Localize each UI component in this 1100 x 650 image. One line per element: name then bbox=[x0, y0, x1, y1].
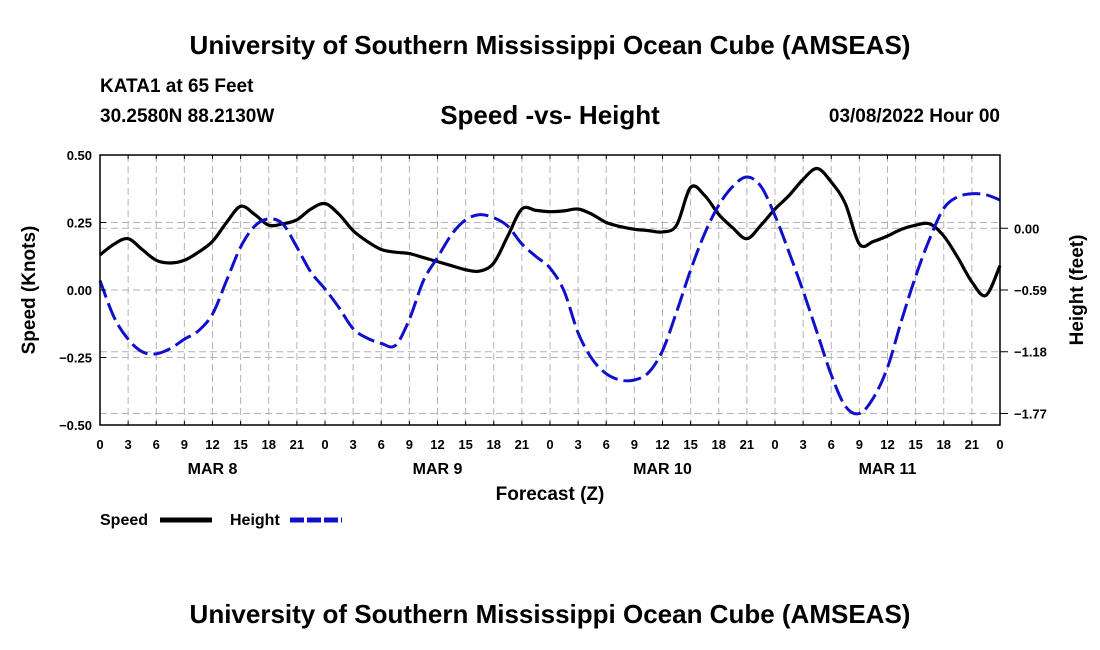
y-tick-label: −0.25 bbox=[59, 351, 92, 366]
x-tick-label: 18 bbox=[712, 437, 726, 452]
x-tick-label: 21 bbox=[290, 437, 304, 452]
x-tick-label: 0 bbox=[771, 437, 778, 452]
chart-subtitle: Speed -vs- Height bbox=[440, 100, 660, 130]
x-tick-label: 21 bbox=[965, 437, 979, 452]
y-tick-label: 0.00 bbox=[67, 283, 92, 298]
x-axis-label: Forecast (Z) bbox=[496, 484, 605, 505]
x-tick-label: 18 bbox=[262, 437, 276, 452]
legend-speed-label: Speed bbox=[100, 512, 148, 529]
y2-tick-label: 0.00 bbox=[1014, 221, 1039, 236]
x-tick-label: 6 bbox=[828, 437, 835, 452]
x-tick-label: 12 bbox=[430, 437, 444, 452]
x-tick-label: 3 bbox=[125, 437, 132, 452]
x-tick-label: 9 bbox=[631, 437, 638, 452]
footer-title: University of Southern Mississippi Ocean… bbox=[189, 599, 911, 629]
x-tick-label: 0 bbox=[321, 437, 328, 452]
x-tick-label: 6 bbox=[378, 437, 385, 452]
y-axis-label: Speed (Knots) bbox=[19, 226, 40, 355]
y2-tick-label: −1.77 bbox=[1014, 406, 1047, 421]
x-tick-label: 15 bbox=[683, 437, 697, 452]
grid bbox=[100, 155, 1000, 425]
series-lines bbox=[98, 166, 1002, 416]
x-tick-label: 0 bbox=[96, 437, 103, 452]
x-tick-label: 3 bbox=[800, 437, 807, 452]
x-tick-label: 12 bbox=[205, 437, 219, 452]
tick-labels: 0 3 6 9 12 15 18 21 0 3 6 9 12 15 18 21 0 3 6 9 12 15 18 21 0 3 6 9… bbox=[59, 148, 1047, 478]
x-tick-label: 12 bbox=[655, 437, 669, 452]
main-title: University of Southern Mississippi Ocean… bbox=[189, 30, 911, 60]
x-tick-label: 12 bbox=[880, 437, 894, 452]
y-tick-label: −0.50 bbox=[59, 418, 92, 433]
x-tick-label: 3 bbox=[350, 437, 357, 452]
x-tick-label: 0 bbox=[996, 437, 1003, 452]
day-label: MAR 10 bbox=[633, 461, 692, 478]
x-tick-label: 9 bbox=[406, 437, 413, 452]
x-tick-label: 15 bbox=[458, 437, 472, 452]
legend-height-label: Height bbox=[230, 512, 280, 529]
series-line-speed bbox=[99, 166, 1002, 298]
x-tick-label: 9 bbox=[856, 437, 863, 452]
day-label: MAR 9 bbox=[413, 461, 463, 478]
y2-tick-label: −1.18 bbox=[1014, 345, 1047, 360]
y2-tick-label: −0.59 bbox=[1014, 283, 1047, 298]
y-tick-label: 0.25 bbox=[67, 216, 92, 231]
x-tick-label: 6 bbox=[603, 437, 610, 452]
forecast-datetime: 03/08/2022 Hour 00 bbox=[828, 106, 1000, 127]
x-tick-label: 3 bbox=[575, 437, 582, 452]
x-tick-label: 21 bbox=[515, 437, 529, 452]
station-label: KATA1 at 65 Feet bbox=[100, 76, 254, 97]
x-tick-label: 21 bbox=[740, 437, 754, 452]
x-tick-label: 18 bbox=[487, 437, 501, 452]
x-tick-label: 15 bbox=[233, 437, 247, 452]
ticks bbox=[99, 154, 1008, 426]
station-coordinates: 30.2580N 88.2130W bbox=[100, 106, 275, 127]
legend: Speed Height bbox=[100, 512, 342, 529]
x-tick-label: 9 bbox=[181, 437, 188, 452]
series-line-height bbox=[98, 175, 1001, 416]
y-tick-label: 0.50 bbox=[67, 148, 92, 163]
x-tick-label: 6 bbox=[153, 437, 160, 452]
x-tick-label: 15 bbox=[908, 437, 922, 452]
day-label: MAR 8 bbox=[188, 461, 238, 478]
day-label: MAR 11 bbox=[859, 461, 917, 478]
x-tick-label: 18 bbox=[937, 437, 951, 452]
x-tick-label: 0 bbox=[546, 437, 553, 452]
y2-axis-label: Height (feet) bbox=[1067, 235, 1088, 346]
